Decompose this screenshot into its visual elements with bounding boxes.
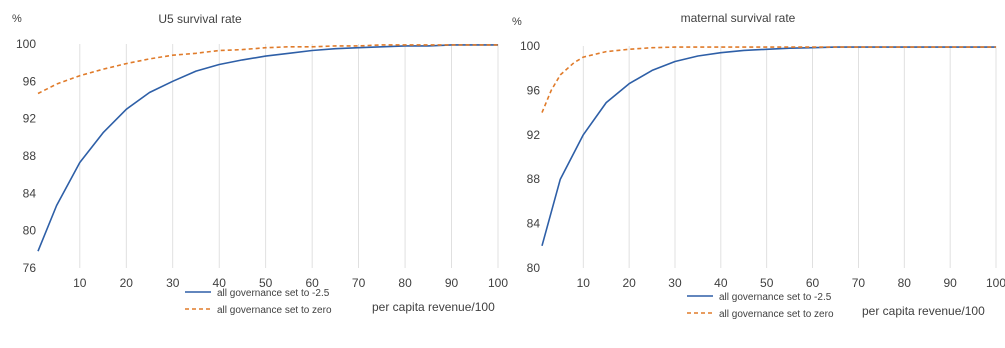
y-tick-label: 100 [520, 39, 540, 53]
chart-title: maternal survival rate [681, 11, 796, 25]
y-tick-label: 96 [23, 74, 37, 88]
y-tick-label: 92 [23, 112, 37, 126]
x-tick-label: 20 [622, 276, 636, 290]
legend: all governance set to -2.5 all governance… [185, 288, 332, 316]
y-tick-label: 88 [527, 172, 541, 186]
x-tick-label: 30 [668, 276, 682, 290]
x-tick-labels: 10 20 30 40 50 60 70 80 90 100 [73, 276, 508, 290]
y-tick-labels: 76 80 84 88 92 96 100 [16, 37, 36, 275]
x-tick-label: 20 [120, 276, 134, 290]
x-tick-label: 10 [73, 276, 87, 290]
y-axis-unit-label: % [512, 16, 522, 28]
y-tick-label: 84 [527, 217, 541, 231]
y-tick-label: 76 [23, 261, 37, 275]
y-tick-label: 92 [527, 128, 541, 142]
series-line-1 [541, 46, 996, 247]
x-tick-label: 100 [488, 276, 508, 290]
legend-label: all governance set to zero [719, 309, 834, 320]
series-line-2 [37, 44, 498, 95]
chart-title: U5 survival rate [158, 12, 242, 26]
u5-survival-chart: U5 survival rate % 76 80 84 88 92 96 100 10 20 3… [12, 12, 508, 316]
series-lines [541, 46, 996, 247]
x-tick-label: 40 [213, 276, 227, 290]
x-tick-label: 80 [398, 276, 412, 290]
x-tick-label: 50 [760, 276, 774, 290]
x-tick-label: 60 [806, 276, 820, 290]
y-tick-label: 80 [527, 261, 541, 275]
y-tick-label: 96 [527, 83, 541, 97]
y-tick-label: 88 [23, 149, 37, 163]
y-tick-label: 100 [16, 37, 36, 51]
x-tick-label: 70 [852, 276, 866, 290]
x-axis-title: per capita revenue/100 [862, 304, 985, 318]
legend-label: all governance set to zero [217, 305, 332, 316]
legend-label: all governance set to -2.5 [217, 288, 330, 299]
maternal-survival-chart: maternal survival rate % 80 84 88 92 96 100 1… [512, 11, 1005, 320]
y-tick-labels: 80 84 88 92 96 100 [520, 39, 540, 275]
series-line-2 [541, 46, 996, 113]
x-tick-labels: 10 20 30 40 50 60 70 80 90 100 [577, 276, 1005, 290]
y-tick-label: 80 [23, 224, 37, 238]
x-tick-label: 40 [714, 276, 728, 290]
y-axis-unit-label: % [12, 13, 22, 25]
x-tick-label: 100 [986, 276, 1005, 290]
series-lines [37, 44, 498, 252]
y-tick-label: 84 [23, 186, 37, 200]
x-tick-label: 50 [259, 276, 273, 290]
x-tick-label: 30 [166, 276, 180, 290]
gridlines [582, 46, 997, 268]
x-tick-label: 60 [305, 276, 319, 290]
x-tick-label: 90 [445, 276, 459, 290]
x-axis-caption: per capita revenue/100 [372, 300, 495, 314]
x-tick-label: 70 [352, 276, 366, 290]
legend-label: all governance set to -2.5 [719, 292, 832, 303]
x-tick-label: 90 [943, 276, 957, 290]
legend: all governance set to -2.5 all governance… [687, 292, 834, 320]
series-line-1 [37, 44, 498, 252]
gridlines [79, 44, 499, 268]
x-tick-label: 80 [898, 276, 912, 290]
x-tick-label: 10 [577, 276, 591, 290]
